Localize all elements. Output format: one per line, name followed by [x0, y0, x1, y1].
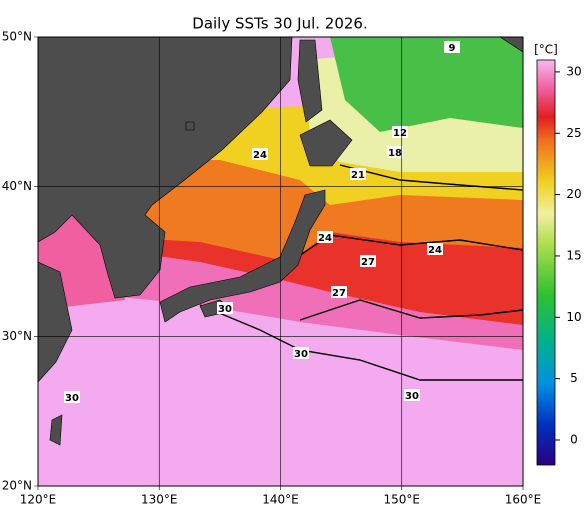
colorbar-tick-label: 15 — [566, 248, 581, 262]
map-title: Daily SSTs 30 Jul. 2026. — [192, 15, 367, 33]
contour-label-bg — [392, 126, 408, 138]
contour-label-bg — [293, 347, 309, 359]
colorbar-unit: [°C] — [534, 43, 558, 57]
contour-label-bg — [387, 146, 403, 158]
lat-tick-label: 40°N — [2, 179, 32, 193]
colorbar-tick-label: 10 — [566, 310, 581, 324]
lon-tick-label: 130°E — [141, 493, 178, 507]
contour-label: 30 — [405, 391, 419, 402]
contour-labels: 9 12 18 21 24 24 24 27 27 30 30 30 30 — [64, 41, 460, 404]
contour-label: 18 — [388, 148, 402, 159]
colorbar-tick-label: 20 — [566, 187, 581, 201]
colorbar — [536, 59, 556, 466]
lon-tick-label: 140°E — [262, 493, 299, 507]
contour-label: 30 — [294, 349, 308, 360]
contour-label: 27 — [332, 288, 346, 299]
contour-label-bg — [360, 255, 376, 267]
colorbar-tick-label: 5 — [570, 371, 578, 385]
contour-label: 21 — [351, 170, 365, 181]
contour-label: 12 — [393, 128, 407, 139]
contour-label: 24 — [318, 233, 332, 244]
contour-label-bg — [427, 243, 443, 255]
contour-label-bg — [64, 391, 80, 403]
lat-tick-label: 50°N — [2, 30, 32, 44]
contour-label-bg — [217, 302, 233, 314]
contour-label: 27 — [361, 257, 375, 268]
contour-label: 9 — [449, 43, 456, 54]
lon-tick-label: 120°E — [20, 493, 57, 507]
colorbar-tick-label: 30 — [566, 64, 581, 78]
contour-label-bg — [252, 148, 268, 160]
contour-label: 30 — [65, 393, 79, 404]
contour-label-bg — [350, 168, 366, 180]
contour-label: 24 — [428, 245, 442, 256]
colorbar-tick-label: 25 — [566, 126, 581, 140]
colorbar-tick-label: 0 — [570, 433, 578, 447]
contour-label-bg — [331, 286, 347, 298]
contour-label-bg — [404, 389, 420, 401]
contour-label: 30 — [218, 304, 232, 315]
lon-tick-label: 150°E — [384, 493, 421, 507]
contour-label: 24 — [253, 150, 267, 161]
contour-label-bg — [317, 231, 333, 243]
lon-tick-label: 160°E — [505, 493, 542, 507]
contour-label-bg — [444, 41, 460, 53]
lat-tick-label: 30°N — [2, 329, 32, 343]
lat-tick-label: 20°N — [2, 479, 32, 493]
